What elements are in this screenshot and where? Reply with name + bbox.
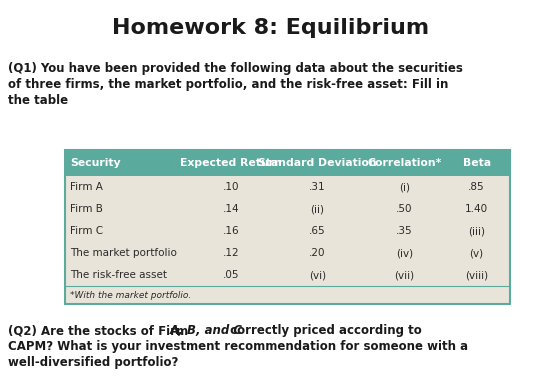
Text: Firm C: Firm C xyxy=(70,226,103,236)
Text: .05: .05 xyxy=(222,270,239,280)
Text: (viii): (viii) xyxy=(465,270,488,280)
Text: The risk-free asset: The risk-free asset xyxy=(70,270,167,280)
Text: .65: .65 xyxy=(309,226,326,236)
Text: .31: .31 xyxy=(309,182,326,192)
Text: The market portfolio: The market portfolio xyxy=(70,248,177,258)
Bar xyxy=(65,150,510,176)
Text: (iii): (iii) xyxy=(468,226,485,236)
Bar xyxy=(65,150,510,304)
Text: .35: .35 xyxy=(396,226,413,236)
Text: Beta: Beta xyxy=(463,158,491,168)
Text: .50: .50 xyxy=(396,204,413,214)
Text: Standard Deviation: Standard Deviation xyxy=(258,158,377,168)
Text: .20: .20 xyxy=(309,248,326,258)
Text: .16: .16 xyxy=(222,226,239,236)
Text: (i): (i) xyxy=(399,182,410,192)
Text: Expected Return: Expected Return xyxy=(180,158,282,168)
Text: (vi): (vi) xyxy=(309,270,326,280)
Text: .12: .12 xyxy=(222,248,239,258)
Text: *With the market portfolio.: *With the market portfolio. xyxy=(70,291,192,300)
Text: (Q1) You have been provided the following data about the securities: (Q1) You have been provided the followin… xyxy=(8,62,463,75)
Text: (Q2) Are the stocks of Firm: (Q2) Are the stocks of Firm xyxy=(8,324,192,337)
Text: Firm A: Firm A xyxy=(70,182,103,192)
Text: .10: .10 xyxy=(222,182,239,192)
Text: Correlation*: Correlation* xyxy=(367,158,441,168)
Text: Security: Security xyxy=(70,158,121,168)
Text: Homework 8: Equilibrium: Homework 8: Equilibrium xyxy=(112,18,429,38)
Text: (vii): (vii) xyxy=(394,270,414,280)
Text: correctly priced according to: correctly priced according to xyxy=(226,324,422,337)
Text: Firm B: Firm B xyxy=(70,204,103,214)
Text: A, B, and C: A, B, and C xyxy=(170,324,243,337)
Text: (iv): (iv) xyxy=(396,248,413,258)
Text: of three firms, the market portfolio, and the risk-free asset: Fill in: of three firms, the market portfolio, an… xyxy=(8,78,448,91)
Text: (v): (v) xyxy=(470,248,484,258)
Text: .14: .14 xyxy=(222,204,239,214)
Text: CAPM? What is your investment recommendation for someone with a: CAPM? What is your investment recommenda… xyxy=(8,340,468,353)
Text: the table: the table xyxy=(8,94,68,107)
Text: (ii): (ii) xyxy=(311,204,325,214)
Text: well-diversified portfolio?: well-diversified portfolio? xyxy=(8,356,179,369)
Text: 1.40: 1.40 xyxy=(465,204,488,214)
Text: .85: .85 xyxy=(469,182,485,192)
